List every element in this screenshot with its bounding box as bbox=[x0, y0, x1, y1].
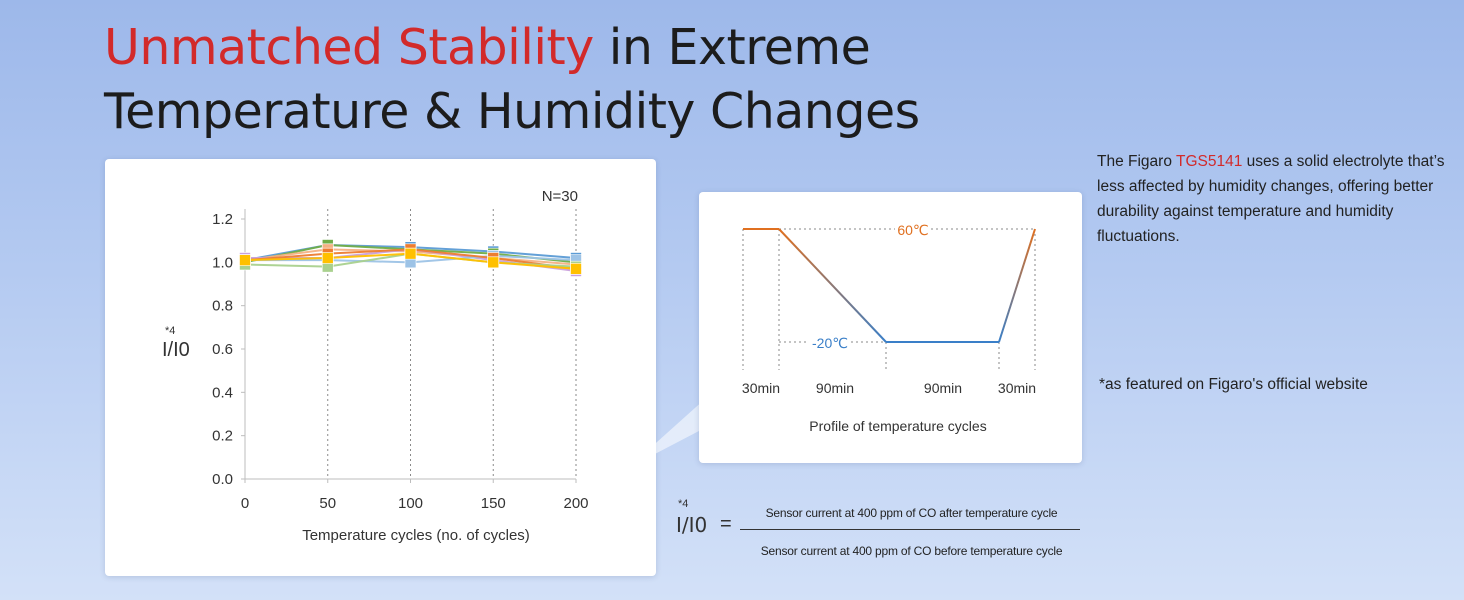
y-tick-label: 0.2 bbox=[212, 428, 233, 445]
stability-chart: 0.0 0.2 0.4 0.6 0.8 1.0 1.2 0 50 100 150 200 N=30 Tem… bbox=[162, 188, 589, 544]
x-tick-label: 100 bbox=[398, 495, 423, 512]
y-tick-label: 0.4 bbox=[212, 384, 233, 401]
description-prefix: The Figaro bbox=[1097, 153, 1176, 170]
sample-count-label: N=30 bbox=[542, 188, 578, 205]
description-suffix: uses a solid electrolyte that’s less aff… bbox=[1097, 153, 1445, 245]
temperature-profile-chart: 60℃ -20℃ 30min 90min 90min 30min Profile of te… bbox=[742, 222, 1036, 434]
y-tick-label: 1.2 bbox=[212, 211, 233, 228]
stability-chart-card: 0.0 0.2 0.4 0.6 0.8 1.0 1.2 0 50 100 150 200 N=30 Tem… bbox=[105, 159, 656, 576]
duration-label-1: 30min bbox=[742, 380, 780, 396]
data-point-8-200 bbox=[570, 263, 582, 275]
ratio-definition: *4 I/I0 = Sensor current at 400 ppm of C… bbox=[676, 496, 1096, 566]
data-point-8-50 bbox=[321, 252, 334, 264]
page-title: Unmatched Stability in Extreme Temperatu… bbox=[104, 16, 920, 144]
formula-lhs: I/I0 bbox=[676, 513, 708, 537]
callout-pointer bbox=[628, 390, 720, 468]
model-name: TGS5141 bbox=[1175, 153, 1243, 170]
x-tick-label: 150 bbox=[481, 495, 506, 512]
title-line1-rest: in Extreme bbox=[593, 19, 871, 76]
data-point-8-150 bbox=[487, 256, 500, 269]
formula-equals: = bbox=[720, 513, 732, 535]
duration-label-3: 90min bbox=[924, 380, 962, 396]
formula-numerator: Sensor current at 400 ppm of CO after te… bbox=[765, 506, 1058, 520]
y-tick-label: 0.6 bbox=[212, 341, 233, 358]
product-description: The Figaro TGS5141 uses a solid electrol… bbox=[1097, 149, 1457, 249]
y-axis-label-superscript: *4 bbox=[165, 325, 175, 337]
title-line2: Temperature & Humidity Changes bbox=[104, 83, 920, 140]
source-footnote: *as featured on Figaro's official websit… bbox=[1099, 376, 1368, 393]
x-axis-label: Temperature cycles (no. of cycles) bbox=[302, 527, 530, 544]
segment-ramp-up bbox=[998, 228, 1036, 343]
segment-ramp-down bbox=[778, 228, 887, 343]
y-tick-label: 1.0 bbox=[212, 254, 233, 271]
label-minus20c: -20℃ bbox=[812, 335, 848, 351]
label-60c: 60℃ bbox=[897, 222, 928, 238]
duration-label-4: 30min bbox=[998, 380, 1036, 396]
x-tick-label: 50 bbox=[319, 495, 336, 512]
data-point-8-100 bbox=[404, 247, 417, 260]
y-axis-label: I/I0 bbox=[162, 339, 190, 361]
fraction-bar bbox=[740, 529, 1080, 530]
profile-title: Profile of temperature cycles bbox=[809, 418, 986, 434]
formula-superscript: *4 bbox=[678, 498, 689, 510]
x-tick-label: 0 bbox=[241, 495, 249, 512]
data-point-8-0 bbox=[239, 254, 251, 266]
duration-label-2: 90min bbox=[816, 380, 854, 396]
y-tick-label: 0.8 bbox=[212, 298, 233, 315]
y-tick-label: 0.0 bbox=[212, 471, 233, 488]
x-tick-label: 200 bbox=[563, 495, 588, 512]
temperature-profile-card: 60℃ -20℃ 30min 90min 90min 30min Profile of te… bbox=[699, 192, 1082, 463]
title-accent: Unmatched Stability bbox=[104, 19, 594, 76]
formula-denominator: Sensor current at 400 ppm of CO before t… bbox=[760, 544, 1063, 558]
